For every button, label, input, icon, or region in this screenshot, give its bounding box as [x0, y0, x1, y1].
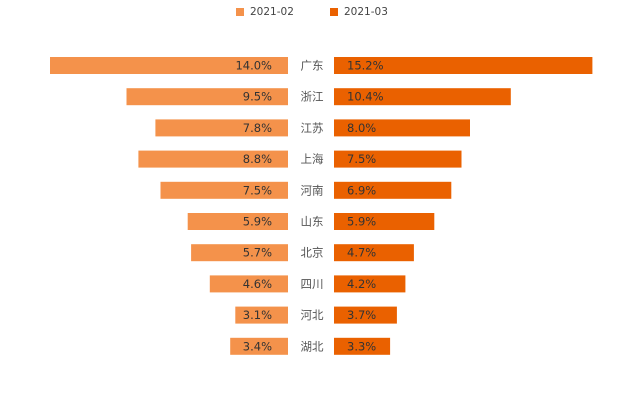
bar-2021-02-江苏[interactable] — [155, 119, 288, 137]
bar-2021-03-浙江[interactable] — [334, 88, 511, 106]
bar-2021-03-河南[interactable] — [334, 181, 452, 199]
category-label-浙江: 浙江 — [301, 90, 324, 104]
label-2021-02-河南: 7.5% — [243, 183, 272, 197]
bar-2021-02-浙江[interactable] — [126, 88, 289, 106]
bar-2021-03-四川[interactable] — [334, 275, 406, 293]
bar-2021-03-河北[interactable] — [334, 306, 397, 324]
legend-item-2021-03[interactable]: 2021-03 — [330, 6, 388, 18]
bar-2021-02-上海[interactable] — [138, 150, 288, 168]
label-2021-03-山东: 5.9% — [347, 215, 376, 229]
bar-2021-03-上海[interactable] — [334, 150, 462, 168]
label-2021-02-北京: 5.7% — [243, 246, 272, 260]
label-2021-03-河北: 3.7% — [347, 308, 376, 322]
category-label-北京: 北京 — [301, 246, 324, 260]
bar-2021-03-湖北[interactable] — [334, 337, 391, 355]
label-2021-02-山东: 5.9% — [243, 215, 272, 229]
category-label-河北: 河北 — [301, 308, 324, 322]
label-2021-03-浙江: 10.4% — [347, 90, 384, 104]
label-2021-03-上海: 7.5% — [347, 152, 376, 166]
category-label-湖北: 湖北 — [301, 339, 324, 353]
label-2021-02-湖北: 3.4% — [243, 339, 272, 353]
bar-2021-02-湖北[interactable] — [230, 337, 288, 355]
label-2021-03-北京: 4.7% — [347, 246, 376, 260]
category-label-四川: 四川 — [301, 277, 324, 291]
label-2021-03-四川: 4.2% — [347, 277, 376, 291]
bar-2021-02-四川[interactable] — [209, 275, 288, 293]
bar-2021-02-河北[interactable] — [235, 306, 288, 324]
category-label-山东: 山东 — [301, 215, 324, 229]
legend-label-2021-02: 2021-02 — [250, 6, 294, 18]
bar-2021-02-河南[interactable] — [160, 181, 289, 199]
label-2021-03-湖北: 3.3% — [347, 339, 376, 353]
label-2021-02-四川: 4.6% — [243, 277, 272, 291]
legend-swatch-2021-02 — [236, 8, 244, 16]
category-label-江苏: 江苏 — [301, 121, 324, 135]
label-2021-02-广东: 14.0% — [235, 59, 272, 73]
label-2021-02-上海: 8.8% — [243, 152, 272, 166]
bar-2021-02-广东[interactable] — [50, 57, 288, 74]
bar-2021-03-北京[interactable] — [334, 244, 414, 262]
label-2021-02-浙江: 9.5% — [243, 90, 272, 104]
bar-2021-03-山东[interactable] — [334, 213, 435, 230]
legend: 2021-02 2021-03 — [0, 6, 620, 20]
bar-2021-02-山东[interactable] — [187, 213, 288, 230]
label-2021-02-江苏: 7.8% — [243, 121, 272, 135]
category-label-广东: 广东 — [301, 59, 324, 73]
bar-2021-03-广东[interactable] — [334, 57, 593, 74]
bar-2021-02-北京[interactable] — [191, 244, 288, 262]
category-label-上海: 上海 — [301, 152, 324, 166]
legend-item-2021-02[interactable]: 2021-02 — [236, 6, 294, 18]
legend-label-2021-03: 2021-03 — [344, 6, 388, 18]
label-2021-03-江苏: 8.0% — [347, 121, 376, 135]
label-2021-03-河南: 6.9% — [347, 183, 376, 197]
label-2021-02-河北: 3.1% — [243, 308, 272, 322]
bar-2021-03-江苏[interactable] — [334, 119, 470, 137]
legend-swatch-2021-03 — [330, 8, 338, 16]
category-label-河南: 河南 — [301, 183, 324, 197]
label-2021-03-广东: 15.2% — [347, 59, 384, 73]
